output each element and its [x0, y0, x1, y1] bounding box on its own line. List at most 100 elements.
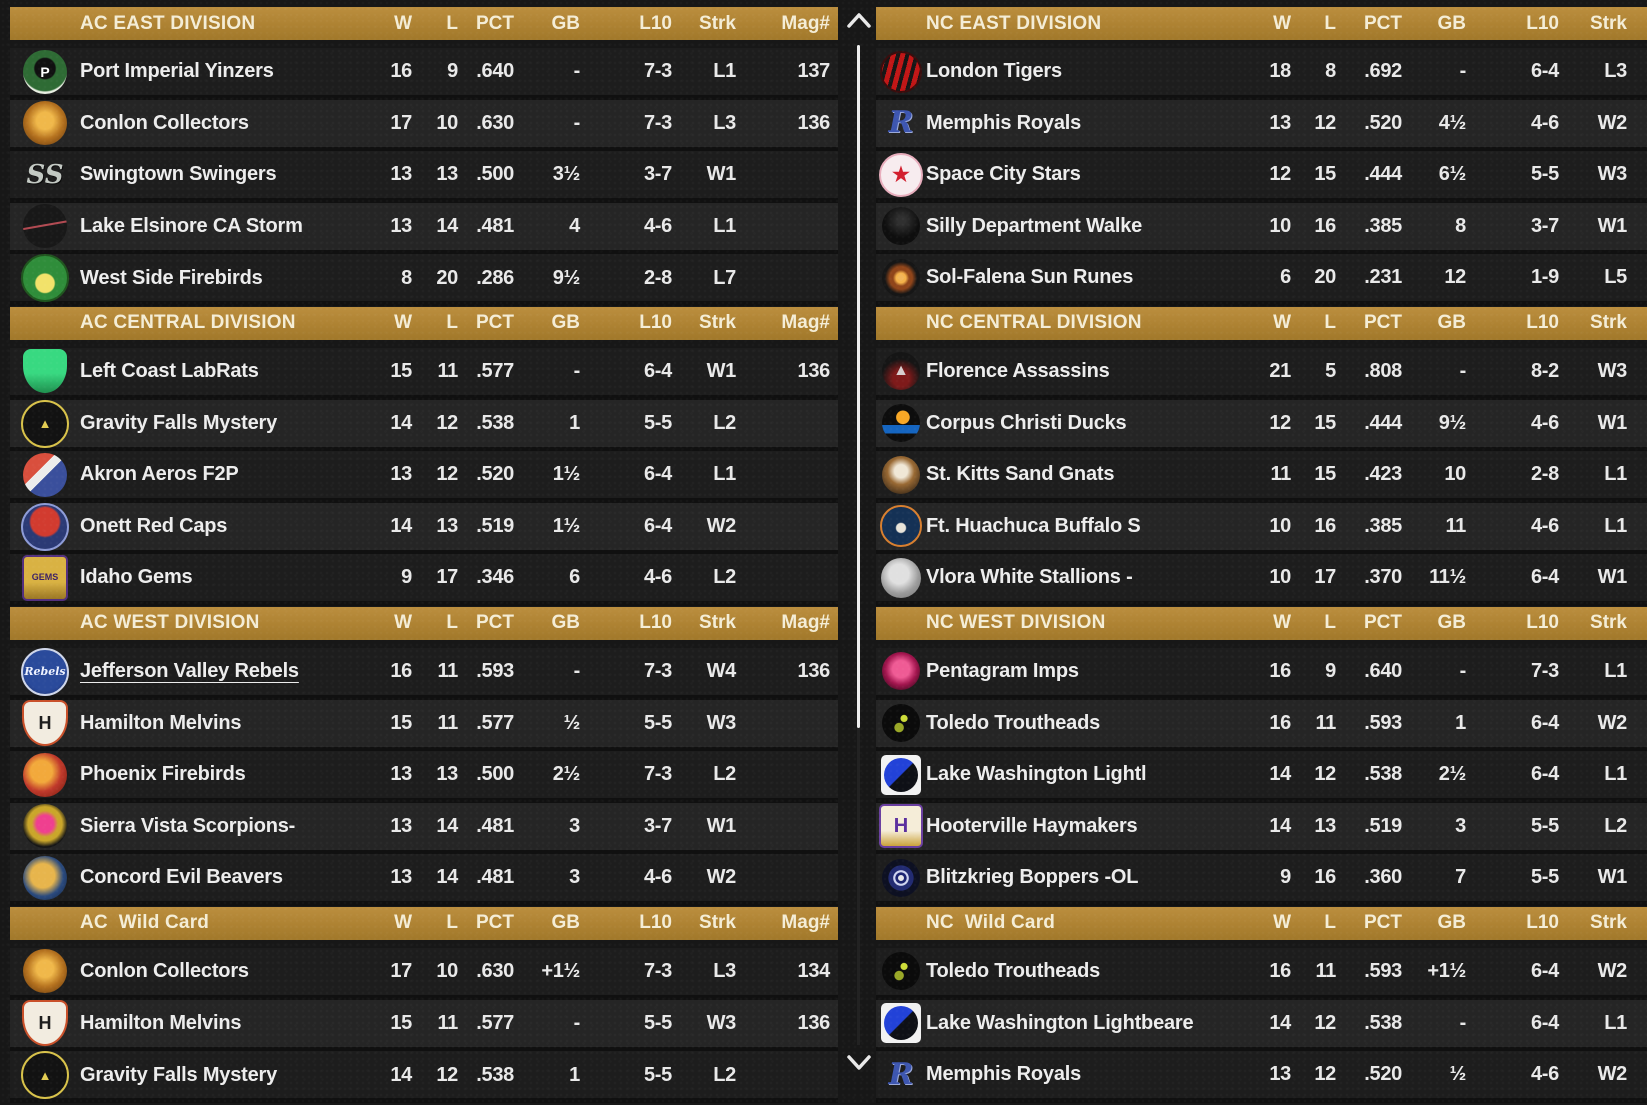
division-header: NC CENTRAL DIVISION W L PCT GB L10 Strk — [876, 306, 1647, 348]
team-name: Left Coast LabRats — [80, 359, 259, 382]
stat-l: 12 — [436, 463, 458, 486]
column-header-l10: L10 — [639, 12, 672, 34]
team-row[interactable]: SS Swingtown Swingers 13 13 .500 3½ 3-7 W1 — [10, 151, 838, 199]
stat-gb: - — [1459, 1011, 1467, 1034]
stat-l: 12 — [1314, 111, 1336, 134]
team-row[interactable]: Toledo Troutheads 16 11 .593 +1½ 6-4 W2 — [876, 947, 1647, 995]
team-row[interactable]: Concord Evil Beavers 13 14 .481 3 4-6 W2 — [10, 854, 838, 902]
stat-w: 18 — [1269, 60, 1291, 82]
scrollbar-thumb[interactable] — [857, 45, 860, 728]
column-header-w: W — [394, 12, 412, 34]
team-row[interactable]: Conlon Collectors 17 10 .630 +1½ 7-3 L3 134 — [10, 947, 838, 995]
stat-l10: 5-5 — [643, 1063, 672, 1086]
team-row[interactable]: H Hamilton Melvins 15 11 .577 - 5-5 W3 136 — [10, 999, 838, 1047]
team-row[interactable]: H Hamilton Melvins 15 11 .577 ½ 5-5 W3 — [10, 699, 838, 747]
team-logo-icon: H — [879, 804, 923, 849]
stat-gb: 3 — [1455, 814, 1466, 837]
stat-w: 13 — [390, 763, 412, 786]
stat-pct: .444 — [1364, 163, 1402, 186]
column-header-strk: Strk — [699, 12, 736, 34]
team-row[interactable]: Left Coast LabRats 15 11 .577 - 6-4 W1 136 — [10, 347, 838, 395]
stat-gb: +1½ — [541, 959, 580, 982]
column-header-pct: PCT — [1364, 312, 1402, 334]
team-row[interactable]: P Port Imperial Yinzers 16 9 .640 - 7-3 L1 137 — [10, 48, 838, 95]
logo-glyph: R — [888, 105, 914, 141]
team-row[interactable]: R Memphis Royals 13 12 .520 4½ 4-6 W2 — [876, 99, 1647, 147]
scroll-up-button[interactable] — [844, 6, 874, 36]
scroll-down-button[interactable] — [844, 1048, 874, 1078]
team-row[interactable]: Lake Washington Lightbeare 14 12 .538 - 6-4 L1 — [876, 999, 1647, 1047]
team-row[interactable]: Corpus Christi Ducks 12 15 .444 9½ 4-6 W1 — [876, 399, 1647, 447]
team-row[interactable]: St. Kitts Sand Gnats 11 15 .423 10 2-8 L1 — [876, 451, 1647, 499]
team-name: Port Imperial Yinzers — [80, 60, 274, 82]
team-row[interactable]: ▲ Gravity Falls Mystery 14 12 .538 1 5-5 L2 — [10, 399, 838, 448]
stat-l: 9 — [1325, 659, 1336, 682]
stat-w: 14 — [1269, 763, 1291, 786]
logo-glyph: H — [893, 815, 909, 838]
division-header: AC WEST DIVISION W L PCT GB L10 Strk Mag# — [10, 606, 838, 648]
stat-strk: W1 — [1597, 411, 1628, 434]
team-row[interactable]: ▲ Gravity Falls Mystery 14 12 .538 1 5-5 L2 — [10, 1051, 838, 1100]
stat-mag: 136 — [797, 660, 831, 683]
stat-gb: ½ — [1449, 1063, 1467, 1086]
team-row[interactable]: H Hooterville Haymakers 14 13 .519 3 5-5 L2 — [876, 802, 1647, 850]
column-header-gb: GB — [1437, 12, 1467, 34]
team-row[interactable]: Onett Red Caps 14 13 .519 1½ 6-4 W2 — [10, 502, 838, 551]
logo-glyph: H — [38, 713, 52, 734]
column-header-gb: GB — [551, 912, 581, 934]
column-header-strk: Strk — [699, 312, 736, 334]
stat-l10: 7-3 — [643, 959, 672, 982]
stat-l: 11 — [437, 660, 458, 683]
stat-w: 16 — [1269, 711, 1291, 734]
stat-pct: .346 — [476, 566, 514, 589]
division-header: AC EAST DIVISION W L PCT GB L10 Strk Mag# — [10, 6, 838, 48]
team-logo-icon: ▲ — [21, 399, 69, 448]
stat-strk: W3 — [706, 1011, 737, 1034]
stat-pct: .593 — [476, 660, 514, 683]
team-row[interactable]: West Side Firebirds 8 20 .286 9½ 2-8 L7 — [10, 254, 838, 303]
team-logo-icon — [23, 101, 67, 146]
stat-strk: W2 — [1597, 111, 1628, 134]
logo-glyph: H — [38, 1013, 52, 1033]
stat-l: 20 — [1314, 266, 1336, 289]
stat-l: 13 — [1314, 814, 1336, 837]
team-row[interactable]: London Tigers 18 8 .692 - 6-4 L3 — [876, 48, 1647, 95]
team-row[interactable]: Toledo Troutheads 16 11 .593 1 6-4 W2 — [876, 699, 1647, 747]
team-row[interactable]: Conlon Collectors 17 10 .630 - 7-3 L3 136 — [10, 99, 838, 147]
stat-l10: 8-2 — [1530, 359, 1559, 382]
team-row[interactable]: Lake Washington Lightl 14 12 .538 2½ 6-4 L1 — [876, 751, 1647, 799]
stat-strk: W2 — [1597, 1063, 1628, 1086]
team-row[interactable]: Vlora White Stallions - 10 17 .370 11½ 6-4 W1 — [876, 554, 1647, 602]
team-row[interactable]: ◆ Sol-Falena Sun Runes 6 20 .231 12 1-9 L5 — [876, 254, 1647, 302]
team-row[interactable]: Rebels Jefferson Valley Rebels 16 11 .593 - 7-… — [10, 647, 838, 696]
stat-gb: 6½ — [1438, 163, 1467, 186]
team-name: Florence Assassins — [926, 359, 1110, 382]
team-name: Akron Aeros F2P — [80, 463, 239, 486]
stat-strk: L2 — [713, 763, 736, 786]
division-title: NC WEST DIVISION — [926, 612, 1106, 634]
column-header-l10: L10 — [1526, 912, 1559, 934]
team-row[interactable]: ★ Space City Stars 12 15 .444 6½ 5-5 W3 — [876, 151, 1647, 199]
stat-l10: 6-4 — [1530, 1011, 1559, 1034]
team-row[interactable]: Blitzkrieg Boppers -OL 9 16 .360 7 5-5 W1 — [876, 854, 1647, 902]
team-logo-icon: H — [22, 1000, 68, 1046]
team-row[interactable]: Phoenix Firebirds 13 13 .500 2½ 7-3 L2 — [10, 751, 838, 799]
stat-strk: L1 — [713, 60, 736, 82]
team-row[interactable]: R Memphis Royals 13 12 .520 ½ 4-6 W2 — [876, 1051, 1647, 1099]
team-row[interactable]: Akron Aeros F2P 13 12 .520 1½ 6-4 L1 — [10, 451, 838, 499]
team-row[interactable]: Pentagram Imps 16 9 .640 - 7-3 L1 — [876, 647, 1647, 695]
team-row[interactable]: Silly Department Walke 10 16 .385 8 3-7 W1 — [876, 202, 1647, 250]
column-header-w: W — [394, 912, 412, 934]
logo-glyph: GEMS — [31, 572, 59, 583]
team-row[interactable]: ▲ Florence Assassins 21 5 .808 - 8-2 W3 — [876, 347, 1647, 395]
stat-gb: 1 — [569, 412, 580, 435]
team-name: Vlora White Stallions - — [926, 566, 1133, 589]
team-row[interactable]: Sierra Vista Scorpions- 13 14 .481 3 3-7 W1 — [10, 802, 838, 850]
stat-w: 14 — [390, 412, 412, 435]
team-row[interactable]: GEMS Idaho Gems 9 17 .346 6 4-6 L2 — [10, 554, 838, 602]
column-header-l: L — [1324, 312, 1336, 334]
team-row[interactable]: Lake Elsinore CA Storm 13 14 .481 4 4-6 L1 — [10, 202, 838, 250]
team-row[interactable]: Ft. Huachuca Buffalo S 10 16 .385 11 4-6 L1 — [876, 502, 1647, 550]
team-name: Silly Department Walke — [926, 214, 1143, 237]
team-name: Conlon Collectors — [80, 959, 249, 982]
